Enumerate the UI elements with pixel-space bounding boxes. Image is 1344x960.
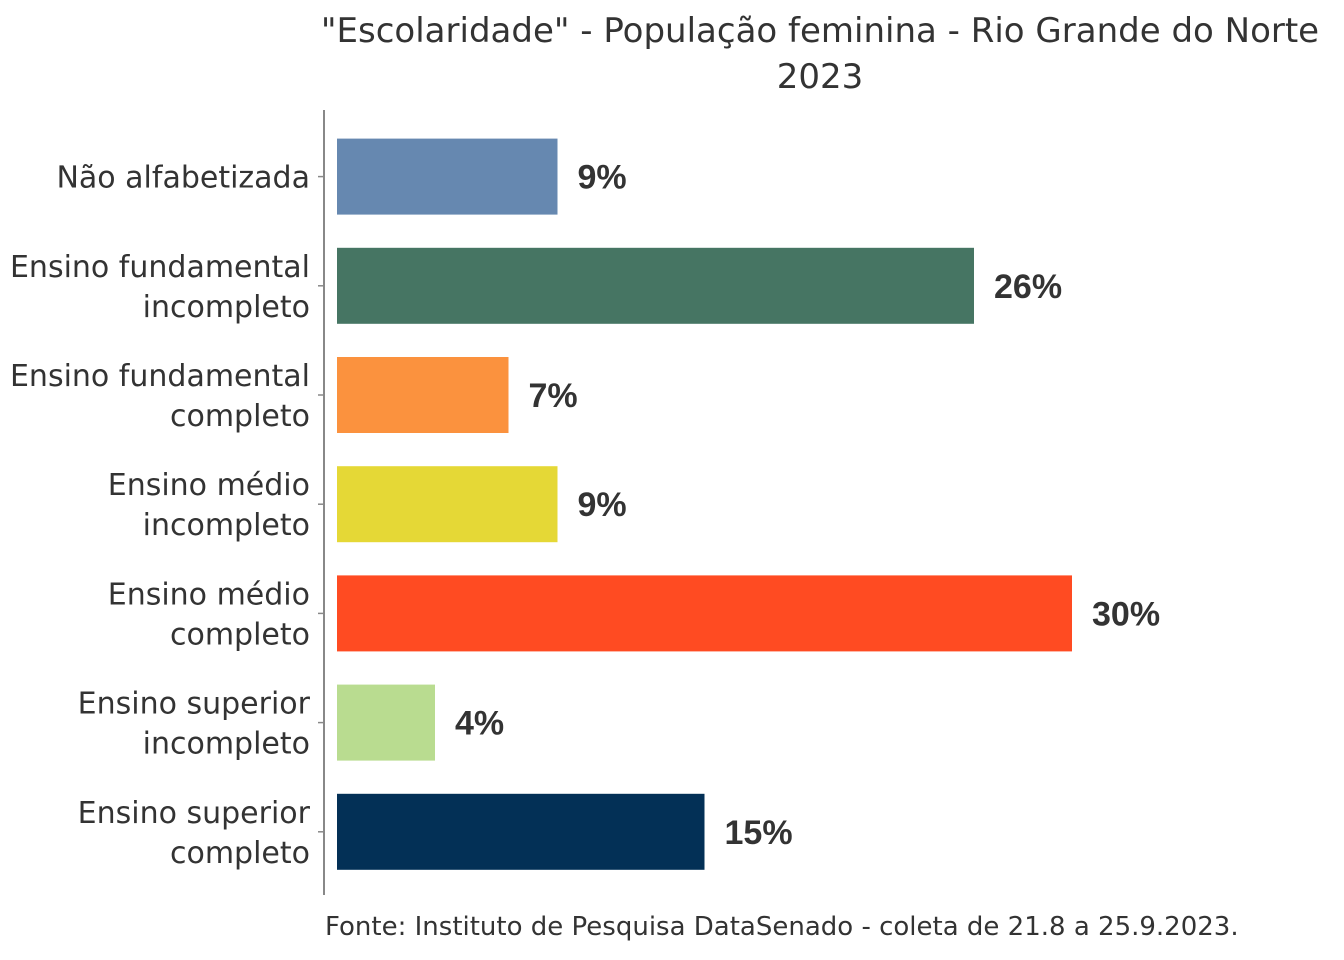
category-tick-label: Ensino superior bbox=[78, 796, 311, 831]
bar bbox=[337, 357, 509, 433]
bar bbox=[337, 247, 974, 324]
category-tick-label: Ensino fundamental bbox=[10, 250, 310, 285]
bar bbox=[337, 575, 1072, 652]
bar bbox=[337, 793, 705, 870]
chart-subtitle: 2023 bbox=[776, 57, 864, 97]
category-tick-label: Ensino fundamental bbox=[10, 359, 310, 394]
category-tick-label: incompleto bbox=[143, 290, 310, 325]
chart-title: "Escolaridade" - População feminina - Ri… bbox=[320, 11, 1320, 51]
data-label: 15% bbox=[725, 814, 793, 852]
data-label: 4% bbox=[455, 705, 504, 743]
category-tick-label: completo bbox=[170, 399, 310, 434]
data-label: 7% bbox=[529, 377, 578, 415]
data-label: 26% bbox=[994, 268, 1062, 306]
bar bbox=[337, 684, 435, 761]
data-label: 9% bbox=[578, 159, 627, 197]
data-label: 30% bbox=[1092, 595, 1160, 633]
bar bbox=[337, 466, 558, 543]
category-tick-label: incompleto bbox=[143, 508, 310, 543]
category-tick-label: Não alfabetizada bbox=[56, 161, 310, 196]
data-label: 9% bbox=[578, 486, 627, 524]
category-tick-label: completo bbox=[170, 836, 310, 871]
bar bbox=[337, 138, 558, 215]
category-tick-label: completo bbox=[170, 617, 310, 652]
source-note: Fonte: Instituto de Pesquisa DataSenado … bbox=[325, 912, 1239, 942]
category-tick-label: Ensino superior bbox=[78, 687, 311, 722]
category-tick-label: incompleto bbox=[143, 727, 310, 762]
category-tick-label: Ensino médio bbox=[108, 577, 310, 612]
category-tick-label: Ensino médio bbox=[108, 468, 310, 503]
